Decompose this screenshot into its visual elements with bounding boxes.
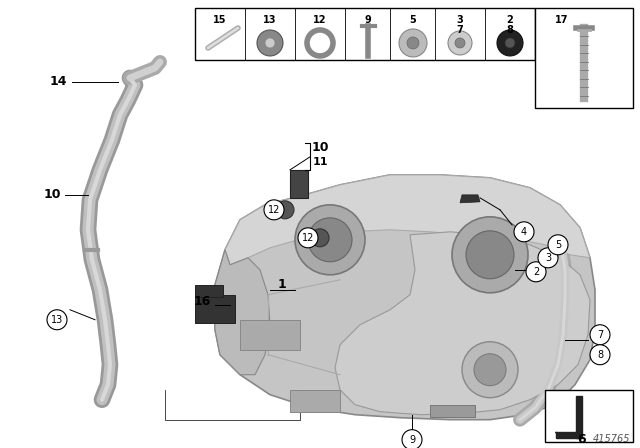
FancyBboxPatch shape [240, 320, 300, 350]
Text: 3: 3 [545, 253, 551, 263]
FancyBboxPatch shape [535, 8, 633, 108]
Text: 2: 2 [507, 15, 513, 25]
FancyBboxPatch shape [290, 390, 340, 412]
Circle shape [466, 231, 514, 279]
FancyBboxPatch shape [290, 170, 308, 198]
Circle shape [590, 325, 610, 345]
Circle shape [505, 38, 515, 48]
Text: 5: 5 [555, 240, 561, 250]
FancyBboxPatch shape [195, 285, 223, 297]
Text: 9: 9 [365, 15, 371, 25]
Circle shape [526, 262, 546, 282]
Circle shape [590, 345, 610, 365]
Text: 9: 9 [409, 435, 415, 445]
Polygon shape [555, 432, 580, 438]
Polygon shape [576, 396, 582, 438]
Circle shape [295, 205, 365, 275]
Circle shape [298, 228, 318, 248]
Circle shape [497, 30, 523, 56]
FancyBboxPatch shape [195, 8, 535, 60]
Circle shape [514, 222, 534, 242]
Text: 1: 1 [278, 278, 286, 291]
Circle shape [257, 30, 283, 56]
Text: 7: 7 [597, 330, 603, 340]
Circle shape [265, 38, 275, 48]
Text: 10: 10 [44, 188, 61, 201]
Polygon shape [215, 175, 595, 420]
Circle shape [407, 37, 419, 49]
Text: 5: 5 [410, 15, 417, 25]
Polygon shape [335, 232, 590, 415]
Circle shape [399, 29, 427, 57]
Polygon shape [225, 175, 590, 265]
Circle shape [307, 30, 333, 56]
Circle shape [402, 430, 422, 448]
Text: 13: 13 [51, 315, 63, 325]
Text: 10: 10 [311, 142, 329, 155]
Text: 4: 4 [521, 227, 527, 237]
Text: 12: 12 [313, 15, 327, 25]
Text: 12: 12 [268, 205, 280, 215]
Text: 15: 15 [213, 15, 227, 25]
Text: 12: 12 [302, 233, 314, 243]
Polygon shape [460, 195, 480, 203]
Text: 2: 2 [533, 267, 539, 277]
Polygon shape [215, 250, 270, 375]
Text: 14: 14 [49, 75, 67, 88]
FancyBboxPatch shape [195, 295, 235, 323]
Circle shape [538, 248, 558, 268]
Circle shape [548, 235, 568, 255]
Text: 11: 11 [312, 157, 328, 167]
Circle shape [308, 218, 352, 262]
Text: 17: 17 [555, 15, 568, 25]
FancyBboxPatch shape [545, 390, 633, 442]
Text: 8: 8 [507, 25, 513, 35]
Text: 7: 7 [456, 25, 463, 35]
Circle shape [455, 38, 465, 48]
Circle shape [47, 310, 67, 330]
Text: 13: 13 [263, 15, 276, 25]
Circle shape [276, 201, 294, 219]
Circle shape [452, 217, 528, 293]
Text: 6: 6 [578, 433, 586, 446]
Text: 8: 8 [597, 350, 603, 360]
Circle shape [448, 31, 472, 55]
Circle shape [474, 354, 506, 386]
Text: 415765: 415765 [593, 434, 630, 444]
Circle shape [264, 200, 284, 220]
Circle shape [462, 342, 518, 398]
FancyBboxPatch shape [430, 405, 475, 417]
Text: 16: 16 [193, 295, 211, 308]
Circle shape [311, 229, 329, 247]
Text: 3: 3 [456, 15, 463, 25]
